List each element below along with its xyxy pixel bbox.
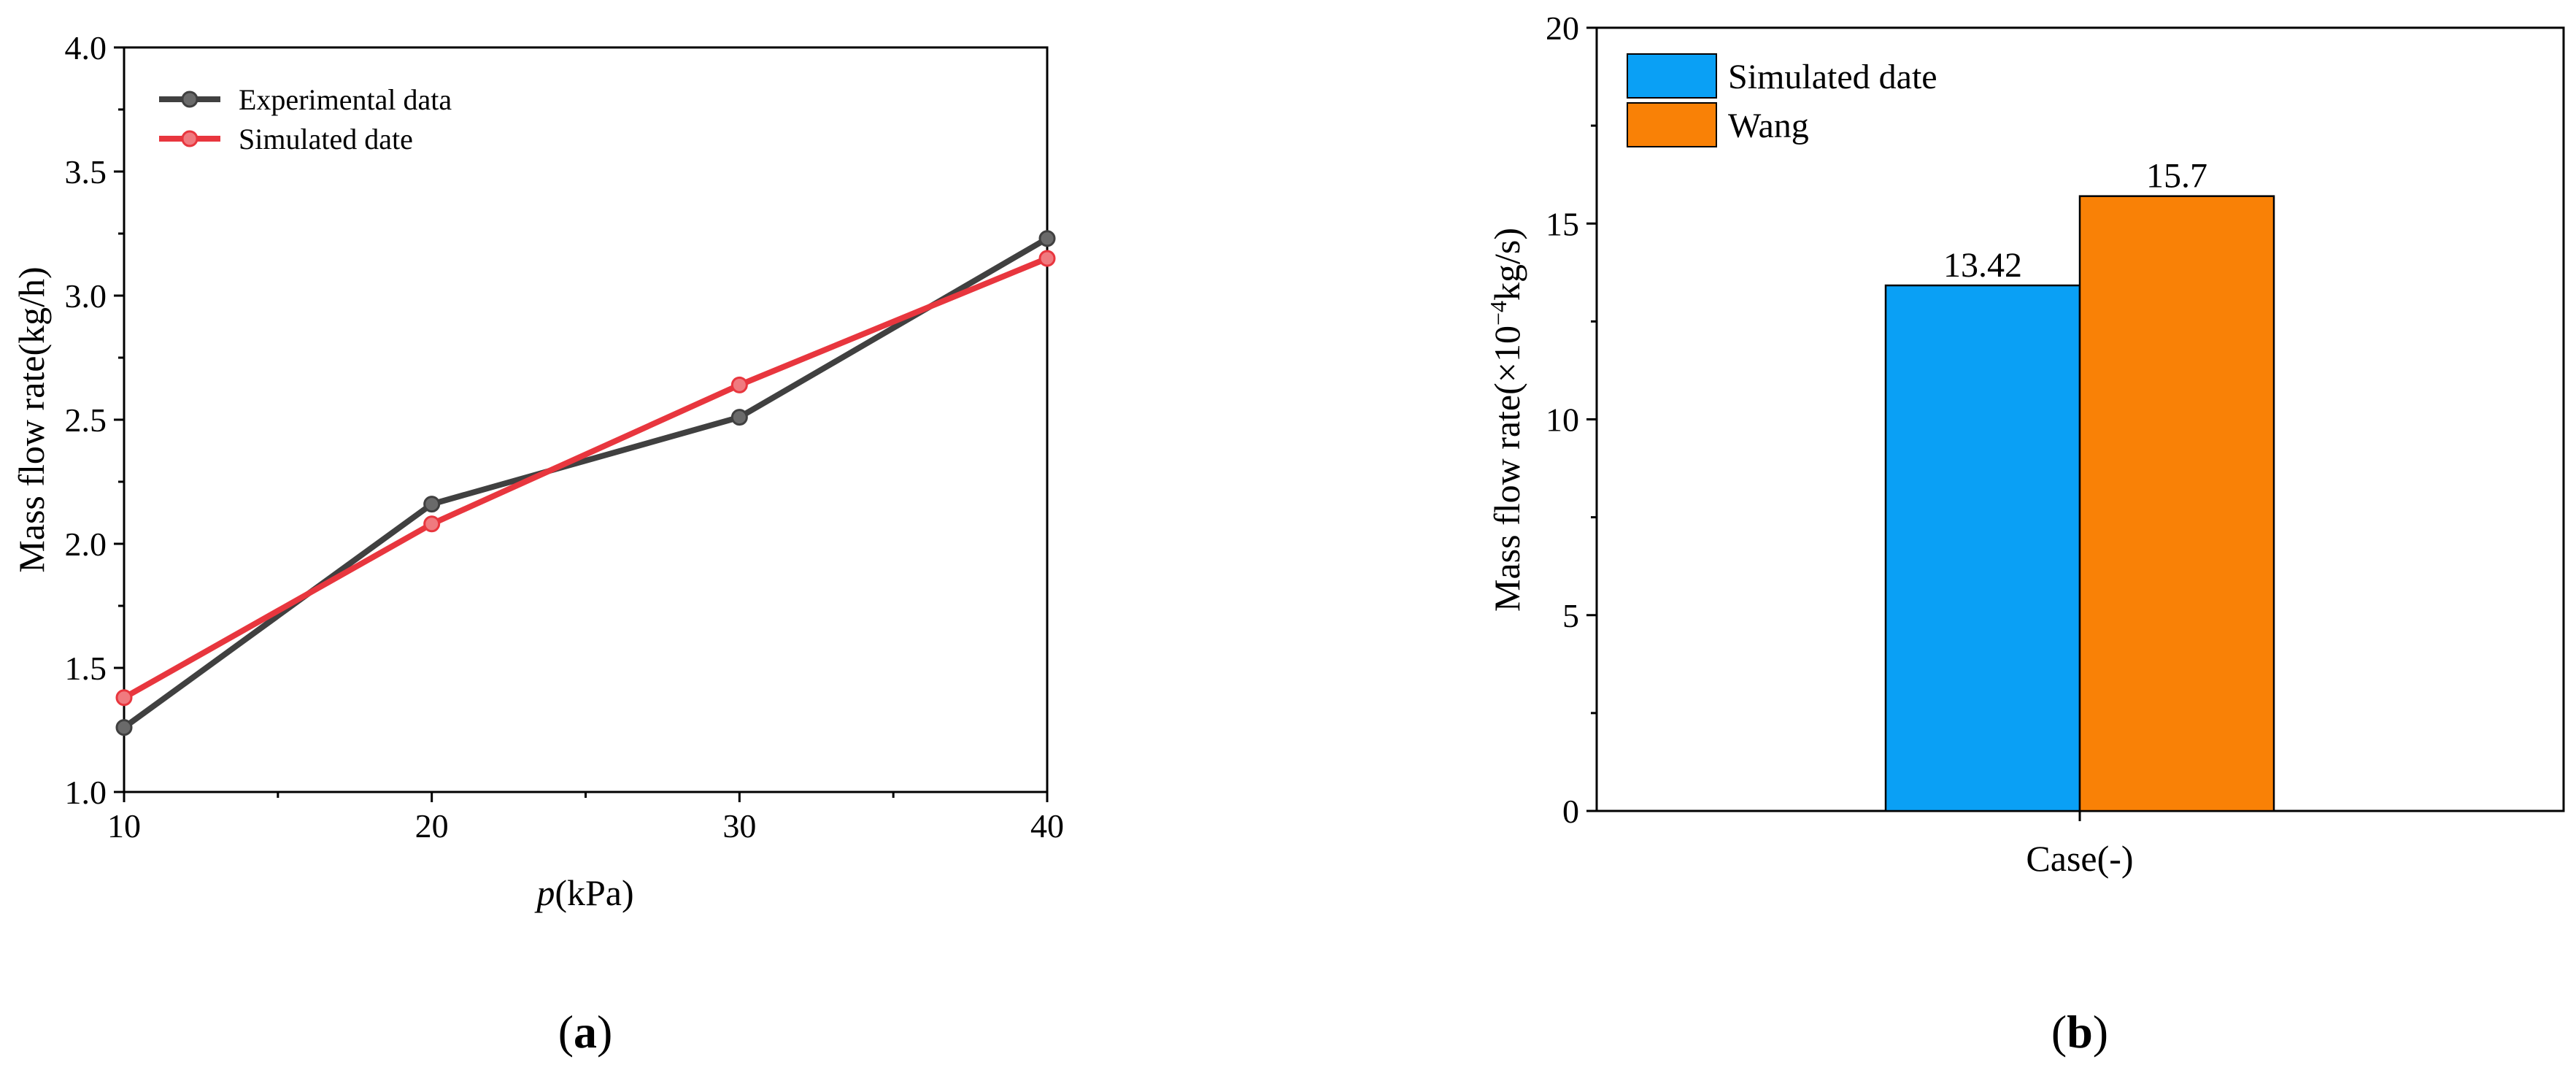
x-tick-label-a: 30 [722,807,756,845]
data-point-experimental [730,409,748,426]
y-tick-label-a: 3.5 [65,153,107,191]
y-ticks-a: 1.0 1.5 2.0 2.5 3.0 3.5 4.0 [65,29,124,811]
y-tick-label-b: 15 [1546,205,1579,242]
y-axis-label-a: Mass flow rate(kg/h) [11,266,52,572]
data-label-wang: 15.7 [2146,157,2207,196]
data-point-simulated [730,376,748,393]
y-ticks-b: 0 5 10 15 20 [1546,9,1597,830]
bar-wang [2078,195,2275,812]
data-point-experimental [1038,230,1056,247]
x-tick-label-a: 40 [1030,807,1064,845]
x-tick-label-a: 20 [415,807,449,845]
x-ticks-a: 10 20 30 40 [107,792,1064,845]
legend-label-simulated: Simulated date [239,123,413,155]
y-axis-label-b: Mass flow rate(×10−4kg/s) [1485,228,1527,612]
line-chart-a: 1.0 1.5 2.0 2.5 3.0 3.5 4.0 10 20 30 40 Experimen… [11,29,1064,913]
legend-swatch-wang [1627,102,1717,147]
plot-frame-a [123,46,1049,793]
bar-simulated [1884,284,2081,812]
panel-label-b: (b) [2051,1006,2108,1058]
y-tick-label-a: 2.0 [65,526,107,563]
y-tick-label-a: 1.5 [65,650,107,687]
y-tick-label-a: 1.0 [65,774,107,811]
series-line-simulated [123,255,1049,701]
legend-marker-simulated [181,130,198,147]
y-tick-label-b: 20 [1546,9,1579,47]
legend-label-wang: Wang [1728,107,1809,145]
x-axis-label-b: Case(-) [2026,838,2133,879]
y-tick-label-b: 0 [1562,793,1579,830]
series-line-experimental [122,236,1049,730]
y-tick-label-a: 2.5 [65,401,107,439]
y-tick-label-a: 3.0 [65,277,107,315]
legend-b: Simulated date Wang [1627,53,1937,147]
y-tick-label-b: 10 [1546,401,1579,439]
data-label-simulated: 13.42 [1943,246,2022,285]
x-tick-label-a: 10 [107,807,141,845]
legend-label-experimental: Experimental data [239,83,452,116]
series-group-a [115,230,1056,737]
data-point-simulated [423,515,441,533]
data-point-simulated [1038,250,1056,267]
panel-label-a: (a) [558,1006,613,1058]
legend-label-simulated-b: Simulated date [1728,58,1937,96]
y-tick-label-b: 5 [1562,597,1579,634]
data-point-simulated [115,689,133,707]
legend-marker-experimental [181,91,198,108]
y-tick-label-a: 4.0 [65,29,107,66]
legend-a: Experimental data Simulated date [159,83,452,155]
data-point-experimental [115,719,133,737]
data-point-experimental [423,496,441,513]
bar-chart-b: 13.42 15.7 0 5 10 15 20 Simulated date Wang M… [1485,9,2565,879]
bars-group-b: 13.42 15.7 [1884,157,2275,812]
legend-swatch-simulated [1627,53,1717,99]
x-axis-label-a: p(kPa) [534,872,633,913]
